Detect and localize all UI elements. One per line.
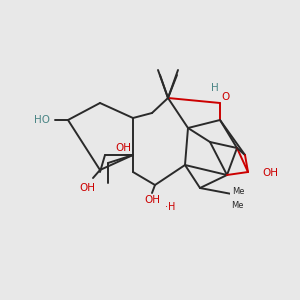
Text: OH: OH (79, 183, 95, 193)
Text: Me: Me (232, 188, 244, 196)
Text: OH: OH (144, 195, 160, 205)
Text: OH: OH (262, 168, 278, 178)
Text: ·H: ·H (165, 202, 175, 212)
Text: O: O (222, 92, 230, 102)
Text: HO: HO (34, 115, 50, 125)
Text: H: H (211, 83, 219, 93)
Text: OH: OH (115, 143, 131, 153)
Text: Me: Me (231, 200, 243, 209)
